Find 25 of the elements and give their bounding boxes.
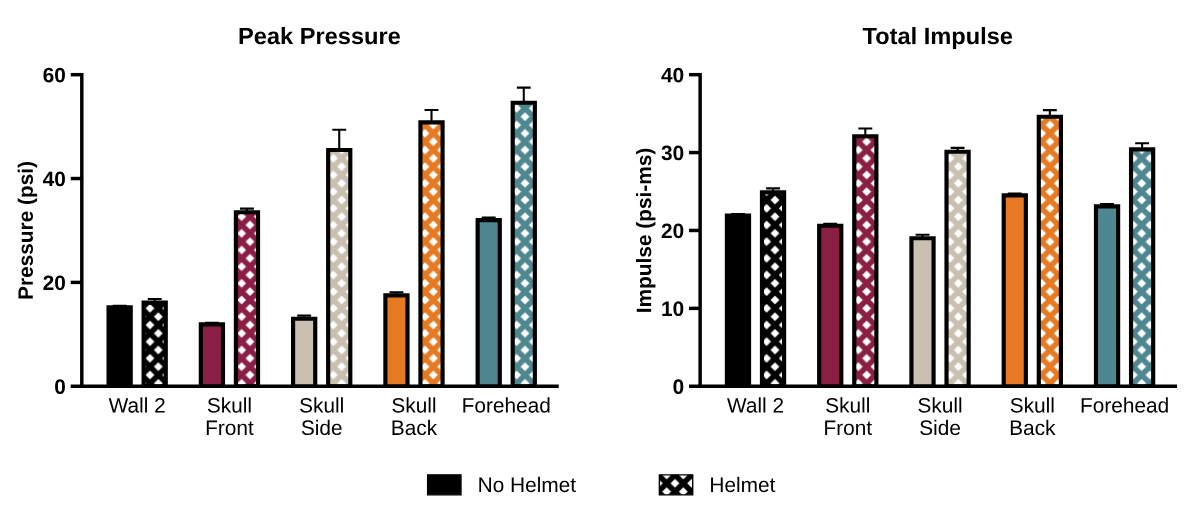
chart-title: Peak Pressure [239,27,400,45]
x-tick-label: Skull Side [918,397,962,436]
x-tick-label: Forehead [463,397,550,413]
x-tick-label: Skull Back [1010,397,1056,436]
x-tick-label: Skull Back [392,397,438,436]
y-tick-label: 0 [673,379,684,394]
chart-title: Total Impulse [862,27,1013,50]
y-tick-label: 20 [43,275,65,291]
y-tick-label: 40 [42,171,65,187]
x-tick-label: Wall 2 [108,397,165,413]
legend-label: Helmet [711,476,776,493]
y-tick-label: 20 [661,223,684,239]
x-tick-label: Forehead [1081,397,1168,413]
legend-label: No Helmet [479,476,576,493]
y-tick-label: 30 [661,145,684,161]
y-tick-label: 40 [661,67,684,83]
x-tick-label: Skull Front [825,397,872,436]
y-tick-label: 60 [43,67,65,83]
x-tick-label: Skull Front [206,397,254,436]
y-axis-title: Impulse (psi-ms) [636,148,656,312]
x-tick-label: Wall 2 [727,397,784,413]
y-axis-title: Pressure (psi) [17,162,38,299]
x-tick-label: Skull Side [300,397,343,436]
y-tick-label: 10 [662,301,684,317]
y-tick-label: 0 [55,379,65,394]
